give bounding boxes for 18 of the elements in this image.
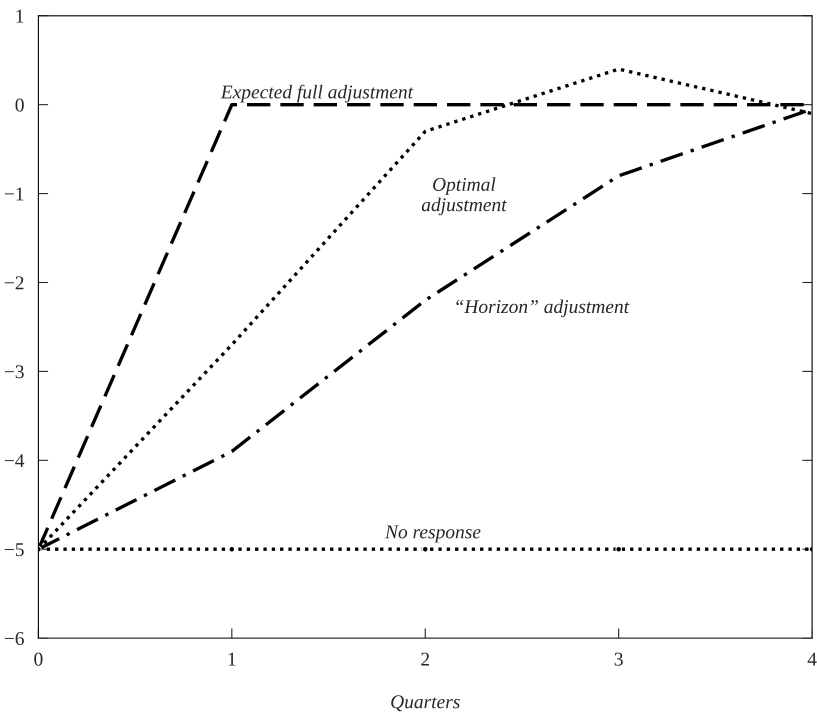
series-label: No response: [384, 526, 481, 542]
y-tick-label: 0: [16, 98, 24, 112]
series-label: Optimal adjustment: [422, 177, 507, 216]
x-tick-label: 1: [228, 652, 236, 666]
series-label: Expected full adjustment: [220, 84, 414, 102]
y-tick-label: −3: [4, 365, 24, 378]
y-tick-label: −6: [4, 632, 24, 646]
x-tick-label: 3: [614, 652, 623, 666]
y-tick-label: 1: [16, 10, 24, 23]
x-tick-label: 4: [808, 652, 817, 666]
y-tick-label: −1: [4, 188, 24, 200]
x-tick-label: 2: [421, 652, 430, 666]
y-tick-label: −5: [4, 543, 24, 556]
x-axis-title: Quarters: [391, 695, 460, 712]
y-tick-label: −2: [4, 276, 24, 290]
series-label: “Horizon” adjustment: [456, 299, 630, 318]
y-tick-label: −4: [4, 454, 24, 468]
x-tick-label: 0: [34, 652, 43, 666]
